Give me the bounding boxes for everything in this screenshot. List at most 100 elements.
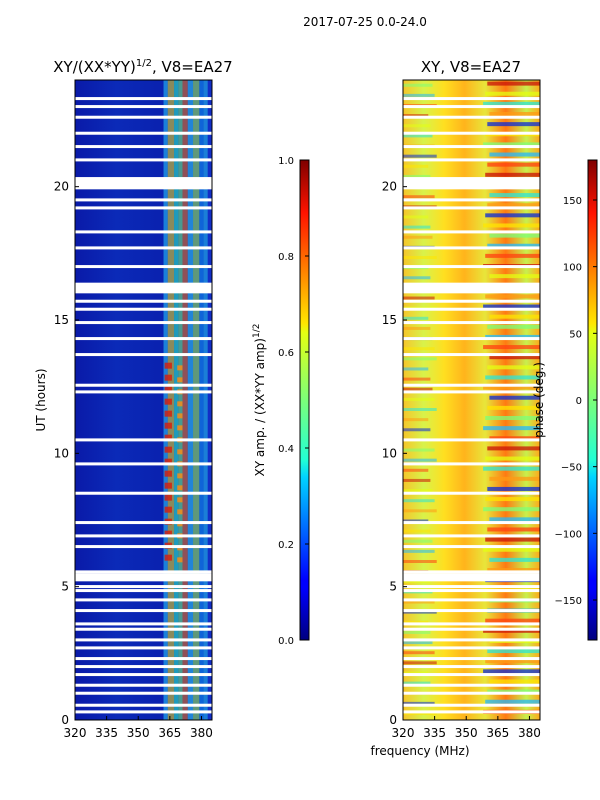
phase-stripe [483,304,540,309]
amplitude-colorbar-tick-label: 0.0 [278,636,294,647]
phase-stripe [403,124,431,128]
amplitude-band [187,80,194,720]
amplitude-title-rest: , V8=EA27 [152,58,233,76]
amplitude-y-ticks: 0 5 10 15 20 [54,180,79,727]
amplitude-hotspot [164,386,172,393]
amplitude-flag-gaps [75,97,212,714]
phase-stripe [489,314,540,319]
phase-gap [403,691,540,695]
amplitude-hotspot [164,446,172,453]
phase-x-tick-label: 320 [392,726,415,740]
amplitude-gap [75,158,212,162]
phase-stripe [403,408,437,411]
phase-stripe [403,681,431,685]
phase-gap [403,115,540,119]
amplitude-gap [75,683,212,687]
amplitude-y-tick-label: 0 [61,713,69,727]
phase-gap [403,198,540,202]
phase-stripe [489,679,540,684]
amplitude-hotspot [177,365,183,371]
phase-stripe [403,661,437,665]
amplitude-gap [75,665,212,669]
phase-stripe [403,215,429,219]
amplitude-gap [75,673,212,677]
phase-gap [403,246,540,250]
amplitude-x-ticks: 320 335 350 365 380 [64,716,213,740]
phase-gap [403,703,540,707]
phase-colorbar-tick-label: 150 [563,196,582,207]
phase-stripe [487,486,540,491]
phase-stripe [483,385,540,390]
amplitude-gap [75,545,212,549]
phase-stripe [483,223,540,228]
phase-stripe [403,387,433,391]
phase-gap [403,585,540,589]
phase-stripe [403,93,435,97]
phase-gap [403,570,540,574]
amplitude-gap [75,321,212,325]
phase-colorbar-tick-label: −50 [561,463,582,474]
phase-stripe [403,83,433,87]
amplitude-x-tick-label: 350 [127,726,150,740]
phase-gap [403,521,540,525]
phase-stripe [403,397,435,401]
amplitude-hotspot [164,506,172,513]
amplitude-gap [75,198,212,202]
phase-stripe [487,122,540,127]
amplitude-hotspot [177,413,183,419]
amplitude-gap [75,390,212,394]
phase-x-tick-label: 335 [423,726,446,740]
amplitude-axes-frame [74,79,213,721]
amplitude-colorbar-tick-label: 0.8 [278,252,294,263]
phase-stripe [489,233,540,238]
phase-gap [403,683,540,687]
phase-gap [403,390,540,394]
amplitude-hotspot [164,434,172,441]
phase-gap [403,589,540,593]
amplitude-cbar-label-main: XY amp. / (XX*YY amp) [253,338,267,476]
phase-stripe [483,345,540,350]
amplitude-gap [75,491,212,495]
phase-stripe [403,154,437,158]
amplitude-gap [75,573,212,582]
amplitude-gap [75,691,212,695]
amplitude-band [178,80,183,720]
phase-stripe [403,671,429,675]
phase-stripe [403,357,437,361]
phase-stripe [487,162,540,167]
amplitude-colorbar-ticks: 0.0 0.2 0.4 0.6 0.8 1.0 [278,156,309,647]
amplitude-colorbar-tick-label: 0.4 [278,444,294,455]
amplitude-ylabel: UT (hours) [34,368,48,431]
phase-stripe [483,669,540,674]
phase-y-tick-label: 0 [389,713,397,727]
phase-gap [403,665,540,669]
amplitude-gap [75,609,212,613]
phase-y-tick-label: 5 [389,580,397,594]
amplitude-hotspot [164,422,172,429]
phase-colorbar: 150 100 50 0 −50 −100 −150 phase (deg.) [532,159,598,641]
phase-gap [403,177,540,181]
amplitude-hotspot [177,425,183,431]
phase-stripe [403,509,437,513]
amplitude-gap [75,438,212,442]
phase-stripe [403,377,431,381]
phase-stripe [403,519,429,523]
amplitude-gap [75,589,212,593]
phase-gap [403,545,540,549]
amplitude-cbar-label-exp: 1/2 [252,324,262,338]
amplitude-bands [163,80,212,720]
amplitude-gap [75,307,212,311]
amplitude-title: XY/(XX*YY)1/2, V8=EA27 [53,58,232,76]
amplitude-hotspot [164,494,172,501]
phase-stripe [403,225,431,229]
phase-colorbar-label: phase (deg.) [532,362,546,438]
amplitude-gap [75,627,212,631]
phase-stripe [403,641,433,645]
amplitude-gap [75,115,212,119]
phase-gap [403,573,540,582]
phase-gap [403,282,540,294]
amplitude-hotspot [164,554,172,561]
phase-stripe [485,91,540,96]
phase-stripe [489,112,540,116]
